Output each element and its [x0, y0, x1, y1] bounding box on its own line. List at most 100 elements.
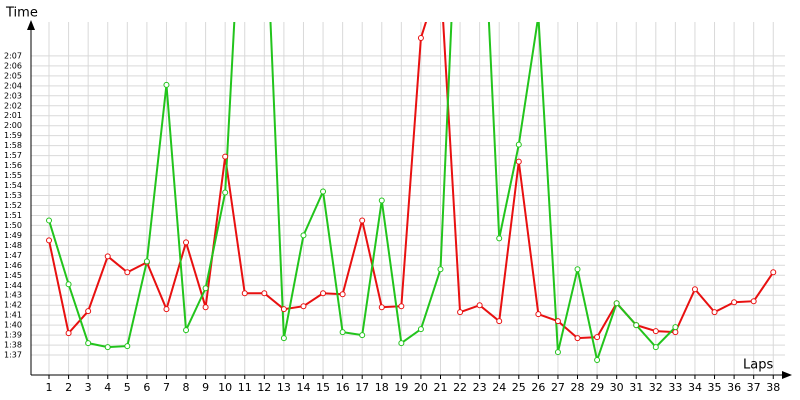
y-tick-label: 1:41 — [4, 311, 22, 320]
y-tick-label: 1:46 — [4, 261, 22, 270]
point-marker — [222, 189, 229, 196]
point-marker — [300, 232, 307, 239]
point-marker — [202, 304, 209, 311]
point-marker — [457, 309, 464, 316]
y-tick-label: 1:55 — [4, 171, 22, 180]
point-marker — [731, 299, 738, 306]
x-tick-label: 8 — [183, 381, 190, 394]
x-tick-label: 20 — [414, 381, 428, 394]
point-marker — [222, 153, 229, 160]
y-tick-label: 1:56 — [4, 161, 22, 170]
point-marker — [320, 290, 327, 297]
x-tick-label: 7 — [163, 381, 170, 394]
x-axis-label: Laps — [743, 358, 773, 373]
point-marker — [476, 302, 483, 309]
point-marker — [554, 349, 561, 356]
point-marker — [280, 335, 287, 342]
y-axis-label: Time — [5, 6, 38, 21]
point-marker — [496, 235, 503, 242]
point-marker — [554, 318, 561, 325]
x-arrow — [782, 371, 792, 379]
point-marker — [65, 281, 72, 288]
point-marker — [104, 344, 111, 351]
y-tick-label: 1:57 — [4, 151, 22, 160]
y-tick-label: 2:05 — [4, 71, 22, 80]
point-marker — [46, 217, 53, 224]
x-tick-label: 36 — [727, 381, 741, 394]
point-marker — [535, 311, 542, 318]
y-tick-label: 2:07 — [4, 51, 22, 60]
point-marker — [124, 269, 131, 276]
y-tick-label: 1:45 — [4, 271, 22, 280]
y-tick-label: 1:43 — [4, 291, 22, 300]
point-marker — [574, 335, 581, 342]
series-line — [48, 22, 775, 340]
point-marker — [633, 322, 640, 329]
x-tick-label: 11 — [238, 381, 252, 394]
point-marker — [85, 308, 92, 315]
point-marker — [280, 306, 287, 313]
point-marker — [672, 324, 679, 331]
point-marker — [496, 318, 503, 325]
point-marker — [378, 304, 385, 311]
x-tick-label: 19 — [394, 381, 408, 394]
y-tick-label: 1:42 — [4, 301, 22, 310]
point-marker — [437, 266, 444, 273]
x-tick-label: 6 — [143, 381, 150, 394]
y-tick-label: 1:40 — [4, 321, 22, 330]
x-tick-label: 14 — [296, 381, 310, 394]
point-marker — [652, 344, 659, 351]
point-marker — [104, 253, 111, 260]
x-tick-label: 21 — [433, 381, 447, 394]
point-marker — [770, 269, 777, 276]
x-tick-label: 17 — [355, 381, 369, 394]
x-tick-label: 25 — [512, 381, 526, 394]
point-marker — [711, 309, 718, 316]
point-marker — [85, 340, 92, 347]
x-tick-label: 32 — [649, 381, 663, 394]
point-marker — [594, 357, 601, 364]
y-tick-label: 1:38 — [4, 341, 22, 350]
y-tick-label: 2:00 — [4, 121, 22, 130]
x-tick-label: 35 — [708, 381, 722, 394]
point-marker — [652, 328, 659, 335]
point-marker — [515, 158, 522, 165]
point-marker — [163, 306, 170, 313]
point-marker — [398, 303, 405, 310]
x-tick-label: 37 — [747, 381, 761, 394]
point-marker — [536, 14, 541, 19]
x-tick-label: 30 — [610, 381, 624, 394]
point-marker — [339, 291, 346, 298]
y-tick-label: 1:52 — [4, 201, 22, 210]
point-marker — [46, 237, 53, 244]
x-tick-label: 31 — [629, 381, 643, 394]
point-marker — [339, 329, 346, 336]
y-tick-label: 1:59 — [4, 131, 22, 140]
point-marker — [241, 290, 248, 297]
x-tick-label: 1 — [46, 381, 53, 394]
y-tick-label: 1:47 — [4, 251, 22, 260]
y-tick-label: 1:51 — [4, 211, 22, 220]
x-tick-label: 27 — [551, 381, 565, 394]
point-marker — [202, 285, 209, 292]
x-tick-label: 33 — [668, 381, 682, 394]
x-tick-label: 3 — [85, 381, 92, 394]
point-marker — [398, 340, 405, 347]
point-marker — [143, 258, 150, 265]
x-tick-label: 13 — [277, 381, 291, 394]
point-marker — [378, 197, 385, 204]
x-tick-label: 29 — [590, 381, 604, 394]
point-marker — [750, 298, 757, 305]
point-marker — [359, 332, 366, 339]
x-tick-label: 15 — [316, 381, 330, 394]
y-tick-label: 1:49 — [4, 231, 22, 240]
point-marker — [300, 303, 307, 310]
point-marker — [417, 326, 424, 333]
x-tick-label: 2 — [65, 381, 72, 394]
y-tick-label: 1:53 — [4, 191, 22, 200]
point-marker — [613, 300, 620, 307]
point-marker — [515, 141, 522, 148]
point-marker — [672, 329, 679, 336]
x-tick-label: 26 — [531, 381, 545, 394]
